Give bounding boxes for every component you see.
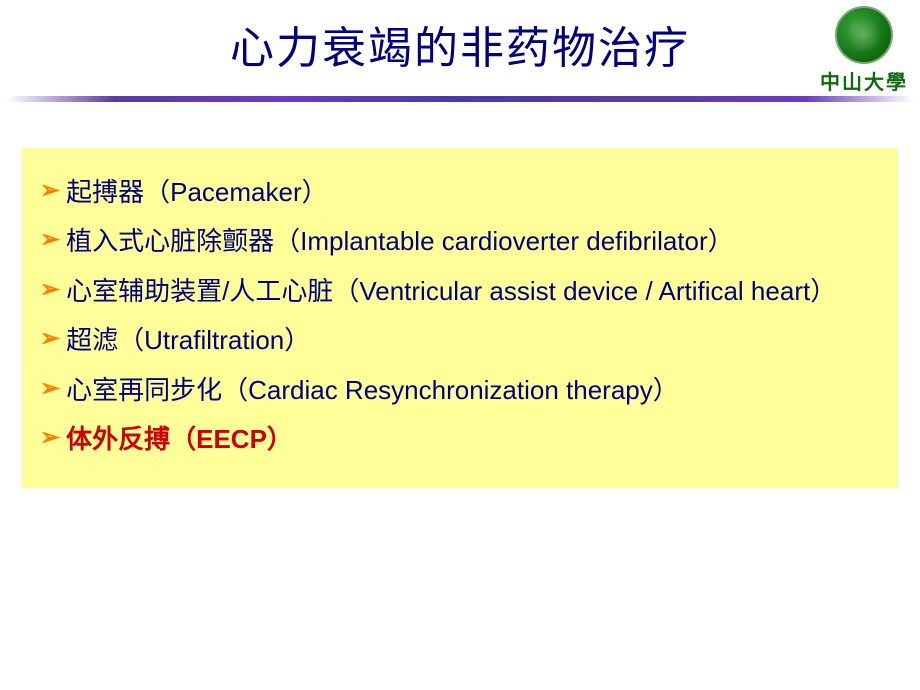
list-item-text: 心室再同步化（Cardiac Resynchronization therapy… <box>66 366 880 415</box>
bullet-arrow-icon: ➢ <box>40 217 60 263</box>
bullet-arrow-icon: ➢ <box>40 316 60 362</box>
list-item-text: 超滤（Utrafiltration） <box>66 316 880 365</box>
university-name: 中山大學 <box>820 66 908 95</box>
list-item-emphasis: ➢ 体外反搏（EECP） <box>40 415 880 464</box>
bullet-arrow-icon: ➢ <box>40 415 60 461</box>
list-item-text: 植入式心脏除颤器（Implantable cardioverter defibr… <box>66 217 880 266</box>
bullet-arrow-icon: ➢ <box>40 366 60 412</box>
header: 心力衰竭的非药物治疗 中山大學 <box>0 0 920 96</box>
university-seal-icon <box>835 6 893 64</box>
list-item: ➢ 心室再同步化（Cardiac Resynchronization thera… <box>40 366 880 415</box>
page-title: 心力衰竭的非药物治疗 <box>0 0 920 76</box>
list-item: ➢ 心室辅助装置/人工心脏（Ventricular assist device … <box>40 267 880 316</box>
bullet-arrow-icon: ➢ <box>40 168 60 214</box>
university-logo-block: 中山大學 <box>820 6 908 95</box>
list-item-text: 起搏器（Pacemaker） <box>66 168 880 217</box>
divider-rule <box>6 96 914 102</box>
list-item-text: 体外反搏（EECP） <box>66 415 880 464</box>
list-item: ➢ 起搏器（Pacemaker） <box>40 168 880 217</box>
list-item: ➢ 超滤（Utrafiltration） <box>40 316 880 365</box>
content-box: ➢ 起搏器（Pacemaker） ➢ 植入式心脏除颤器（Implantable … <box>22 148 898 488</box>
list-item: ➢ 植入式心脏除颤器（Implantable cardioverter defi… <box>40 217 880 266</box>
bullet-arrow-icon: ➢ <box>40 267 60 313</box>
list-item-text: 心室辅助装置/人工心脏（Ventricular assist device / … <box>66 267 880 316</box>
